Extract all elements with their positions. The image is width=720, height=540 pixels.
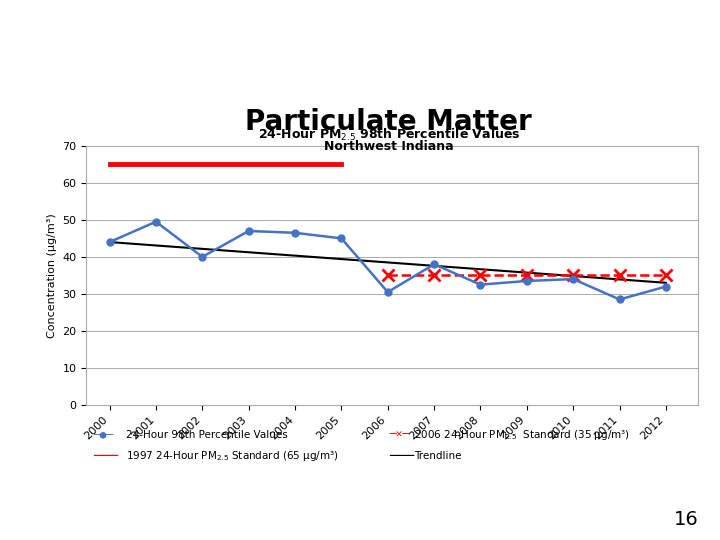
Text: ───: ─── [389,449,414,463]
Text: ───: ─── [94,449,119,463]
Text: IDEM: IDEM [43,39,79,52]
Text: Northwest Indiana: Northwest Indiana [324,140,454,153]
Text: 16: 16 [674,510,698,529]
Text: 24-Hour 98th Percentile Values: 24-Hour 98th Percentile Values [126,430,288,440]
Text: Particulate Matter: Particulate Matter [246,108,532,136]
Text: Air: Air [153,62,178,76]
Y-axis label: Concentration (μg/m³): Concentration (μg/m³) [47,213,57,338]
Text: ─●─: ─●─ [94,430,114,440]
Text: 1997 24-Hour PM$_{2.5}$ Standard (65 μg/m³): 1997 24-Hour PM$_{2.5}$ Standard (65 μg/… [126,449,338,463]
Text: 24-Hour PM$_{2.5}$ 98th Percentile Values: 24-Hour PM$_{2.5}$ 98th Percentile Value… [258,127,520,143]
Text: ─✕─: ─✕─ [389,430,409,440]
Text: 2006 24-Hour PM$_{2.5}$  Standard (35 μg/m³): 2006 24-Hour PM$_{2.5}$ Standard (35 μg/… [414,428,630,442]
Text: Trendline: Trendline [414,451,462,461]
Text: We Protect Hoosiers and Our Environment: We Protect Hoosiers and Our Environment [228,7,492,17]
